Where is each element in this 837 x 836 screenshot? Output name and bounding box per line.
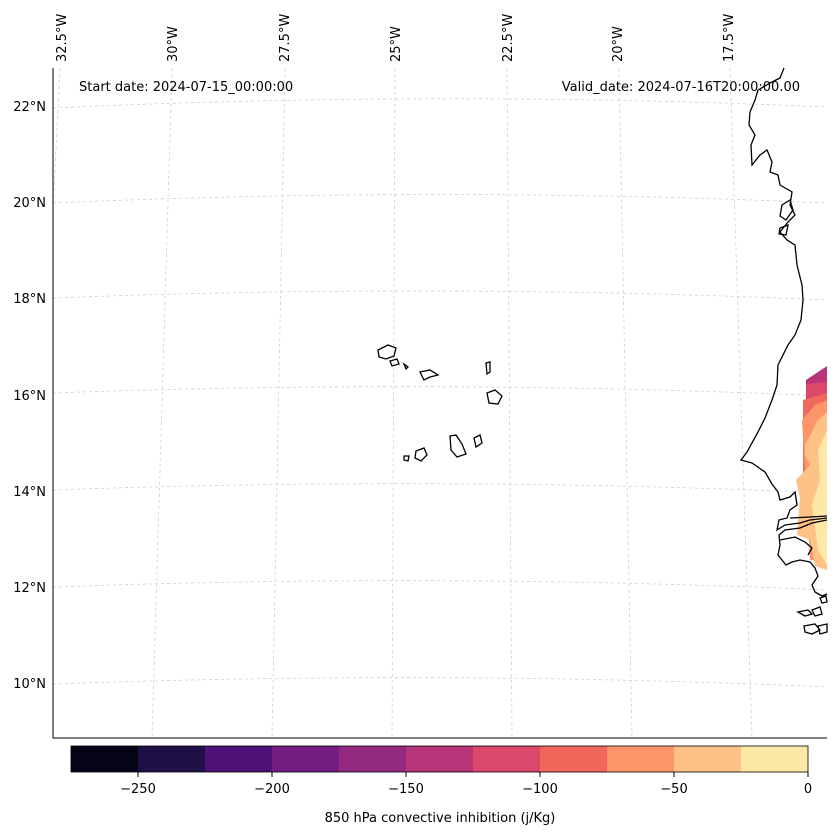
island-fogo — [414, 447, 428, 462]
islet-coast-g — [778, 223, 789, 236]
lat-label-12: 12°N — [13, 581, 46, 596]
island-maio — [473, 434, 483, 449]
colorbar-swatch — [138, 746, 206, 772]
lat-label-14: 14°N — [13, 485, 46, 500]
start-date-label: Start date: 2024-07-15_00:00:00 — [79, 80, 293, 95]
colorbar-swatch — [406, 746, 474, 772]
lat-label-18: 18°N — [13, 292, 46, 307]
colorbar-title: 850 hPa convective inhibition (j/Kg) — [325, 811, 556, 826]
islet-coast-b — [811, 606, 823, 617]
map-background — [53, 68, 827, 738]
colorbar-ticks — [137, 772, 809, 777]
colorbar-swatch — [674, 746, 742, 772]
island-boa-vista — [486, 389, 503, 405]
cbar-tick-label-minus-200: −200 — [254, 782, 290, 797]
island-sao-nicolau — [419, 369, 440, 381]
cin-contour-fill — [796, 366, 827, 570]
map-panel — [52, 67, 828, 739]
lon-label-30: 30°W — [166, 26, 181, 62]
gridline-lat-22 — [52, 98, 828, 109]
gridline-lon-25 — [391, 67, 396, 739]
lon-label-20: 20°W — [611, 26, 626, 62]
lon-label-22-5: 22.5°W — [501, 14, 516, 62]
lon-label-27-5: 27.5°W — [278, 14, 293, 62]
gridline-lon-17-5 — [729, 67, 753, 739]
coast-south-1 — [777, 519, 828, 597]
cbar-tick-label-minus-150: −150 — [388, 782, 424, 797]
islet-coast-e — [819, 595, 828, 604]
islet-coast-c — [803, 623, 822, 635]
contour-band-minus-25 — [812, 430, 827, 565]
gridline-lat-12 — [52, 580, 828, 591]
islet-coast-a — [796, 609, 814, 617]
lon-label-25: 25°W — [389, 26, 404, 62]
lat-labels: 22°N 20°N 18°N 16°N 14°N 12°N 10°N — [13, 100, 46, 692]
gridline-lon-27-5 — [271, 67, 286, 739]
gridline-lon-22-5 — [506, 67, 513, 739]
gridline-lon-30 — [151, 67, 173, 739]
gridline-lat-14 — [52, 483, 828, 494]
island-sao-vicente — [389, 358, 400, 367]
lat-label-16: 16°N — [13, 389, 46, 404]
colorbar-swatch — [540, 746, 608, 772]
gridline-lat-10 — [52, 677, 828, 688]
lat-label-10: 10°N — [13, 677, 46, 692]
cbar-tick-label-minus-50: −50 — [660, 782, 687, 797]
island-santo-antao — [377, 344, 397, 360]
island-sal — [485, 361, 491, 376]
colorbar-swatch — [71, 746, 139, 772]
valid-date-label: Valid_date: 2024-07-16T20:00:00.00 — [562, 80, 800, 95]
lat-label-20: 20°N — [13, 196, 46, 211]
island-santa-luzia — [402, 362, 409, 371]
colorbar-swatch — [339, 746, 407, 772]
island-brava — [403, 455, 410, 462]
colorbar-swatch — [741, 746, 809, 772]
coast-river — [789, 515, 828, 519]
islet-coast-d — [817, 623, 828, 635]
gridlines — [52, 67, 828, 739]
island-santiago — [449, 434, 467, 458]
colorbar-outline — [70, 745, 809, 773]
lon-label-17-5: 17.5°W — [722, 14, 737, 62]
cbar-tick-label-minus-100: −100 — [522, 782, 558, 797]
colorbar-swatch — [205, 746, 273, 772]
colorbar-swatch — [607, 746, 675, 772]
lon-label-32-5: 32.5°W — [55, 14, 70, 62]
cbar-tick-label-0: 0 — [804, 782, 812, 797]
coastline — [739, 67, 828, 635]
colorbar-swatches — [71, 746, 809, 772]
islet-coast-f — [779, 198, 794, 221]
colorbar-swatch — [272, 746, 340, 772]
colorbar: −250 −200 −150 −100 −50 0 850 hPa convec… — [70, 745, 812, 826]
african-coast — [739, 67, 828, 532]
cape-verde-islands — [377, 344, 503, 462]
gridline-lat-18 — [52, 290, 828, 301]
gridline-lat-20 — [52, 194, 828, 204]
map-frame-border — [52, 68, 827, 739]
gridline-lon-20 — [618, 67, 633, 739]
gridline-lat-16 — [52, 386, 828, 397]
colorbar-swatch — [473, 746, 541, 772]
coast-south-2 — [779, 536, 813, 556]
lat-label-22: 22°N — [13, 100, 46, 115]
lon-labels: 32.5°W 30°W 27.5°W 25°W 22.5°W 20°W 17.5… — [55, 14, 737, 62]
cbar-tick-label-minus-250: −250 — [120, 782, 156, 797]
